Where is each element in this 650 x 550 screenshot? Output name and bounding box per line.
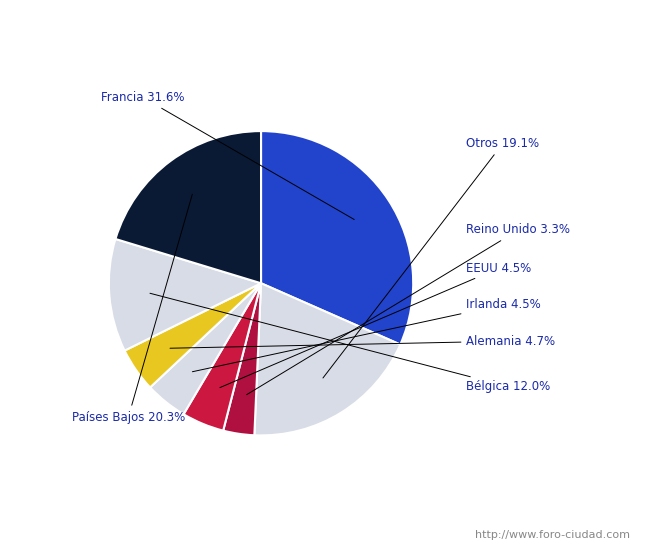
Wedge shape xyxy=(223,283,261,435)
Wedge shape xyxy=(261,131,413,344)
Text: http://www.foro-ciudad.com: http://www.foro-ciudad.com xyxy=(476,530,630,540)
Text: Irlanda 4.5%: Irlanda 4.5% xyxy=(192,298,541,372)
Wedge shape xyxy=(125,283,261,387)
Wedge shape xyxy=(150,283,261,414)
Text: Otros 19.1%: Otros 19.1% xyxy=(323,137,540,378)
Text: Torrent - Turistas extranjeros según país - Julio de 2024: Torrent - Turistas extranjeros según paí… xyxy=(114,20,536,36)
Wedge shape xyxy=(116,131,261,283)
Text: Países Bajos 20.3%: Países Bajos 20.3% xyxy=(72,194,192,424)
Text: EEUU 4.5%: EEUU 4.5% xyxy=(220,262,532,388)
Text: Reino Unido 3.3%: Reino Unido 3.3% xyxy=(246,223,571,395)
Wedge shape xyxy=(254,283,400,436)
Text: Francia 31.6%: Francia 31.6% xyxy=(101,91,354,219)
Text: Bélgica 12.0%: Bélgica 12.0% xyxy=(150,293,551,393)
Wedge shape xyxy=(183,283,261,431)
Text: Alemania 4.7%: Alemania 4.7% xyxy=(170,334,556,348)
Wedge shape xyxy=(109,239,261,350)
